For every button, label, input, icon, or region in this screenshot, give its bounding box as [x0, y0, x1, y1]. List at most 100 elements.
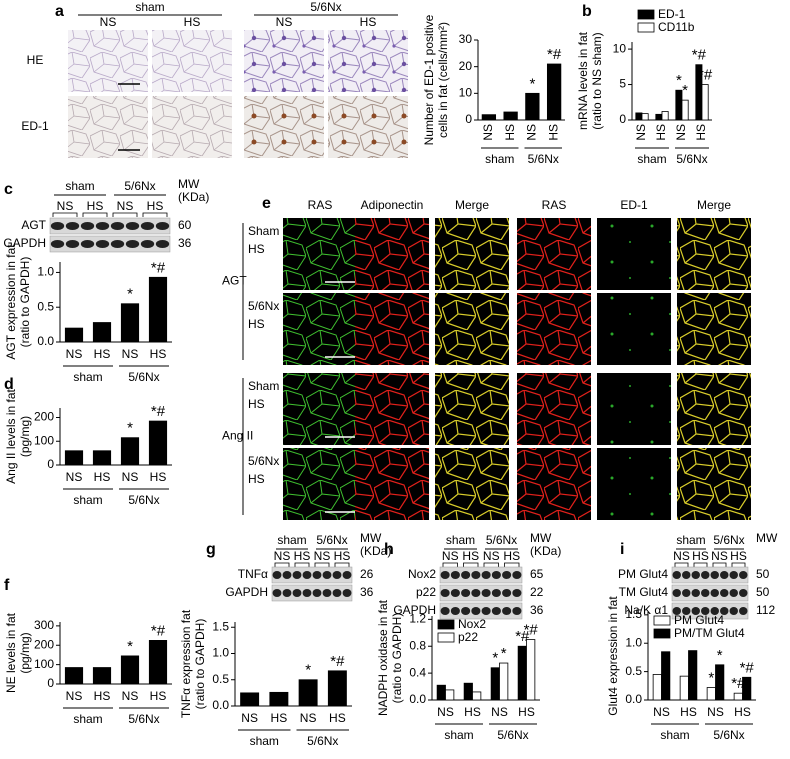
bar: [742, 676, 752, 701]
group-label: sham: [73, 370, 102, 384]
row-label: HS: [248, 242, 265, 256]
y-tick-label: 0.4: [409, 665, 426, 679]
fluorescence-image: [677, 373, 751, 445]
panel-label: d: [4, 376, 14, 393]
significance-mark: *: [529, 75, 535, 92]
y-axis-label: (pg/mg): [18, 632, 32, 673]
row-label: HS: [248, 472, 265, 486]
x-tick-label: NS: [66, 470, 83, 484]
micrograph: [152, 30, 232, 92]
mw-header: MW: [360, 531, 382, 545]
legend-label: CD11b: [658, 20, 695, 34]
blot-band: [491, 607, 501, 615]
fluorescence-image: [283, 373, 357, 445]
micrograph: [244, 30, 324, 92]
bar: [525, 92, 540, 121]
fluorescence-image: [435, 293, 509, 365]
legend-swatch: [637, 9, 655, 20]
bar: [715, 664, 725, 701]
bar: [269, 691, 289, 707]
fluorescence-image: [283, 293, 357, 365]
micrograph: [328, 96, 408, 158]
blot-band: [332, 589, 342, 597]
blot-band: [491, 589, 501, 597]
fluorescence-image: [597, 373, 671, 445]
legend-swatch: [637, 22, 655, 33]
row-label: Na/K α1: [624, 603, 668, 617]
group-label: 5/6Nx: [316, 533, 347, 547]
blot-strip: [49, 217, 171, 235]
row-label: PM Glut4: [618, 567, 668, 581]
lane-label: NS: [274, 549, 291, 563]
y-axis-label: (ratio to NS sham): [590, 32, 604, 129]
fluorescence-image: [355, 293, 429, 365]
bar: [635, 112, 643, 121]
bar: [64, 327, 84, 343]
lane-label: HS: [360, 15, 377, 29]
fluorescence-image: [677, 293, 751, 365]
blot-band: [312, 571, 322, 579]
blot-band: [450, 571, 460, 579]
y-axis-label: Ang II levels in fat: [4, 388, 18, 483]
lane-bracket: [504, 562, 520, 567]
group-label: sham: [446, 533, 475, 547]
group-label: 5/6Nx: [124, 179, 155, 193]
group-label: sham: [444, 728, 473, 742]
y-tick-label: 20: [459, 59, 473, 73]
blot-band: [691, 589, 700, 597]
blot-band: [729, 607, 738, 615]
blot-band: [322, 571, 332, 579]
y-tick-label: 0: [47, 457, 54, 471]
lane-label: NS: [57, 199, 74, 213]
panel-label: f: [4, 577, 10, 594]
fluorescence-image: [517, 218, 591, 290]
group-label: 5/6Nx: [128, 493, 159, 507]
group-label: 5/6Nx: [676, 152, 707, 166]
blot-band: [471, 571, 481, 579]
fluorescence-image: [677, 448, 751, 520]
bar: [298, 679, 318, 707]
blot-band: [155, 222, 170, 230]
group-label: sham: [485, 152, 514, 166]
blot-band: [80, 222, 95, 230]
x-tick-label: NS: [122, 347, 139, 361]
panel-label: e: [262, 195, 271, 212]
blot-band: [672, 571, 681, 579]
row-label: HS: [248, 397, 265, 411]
row-label: Sham: [248, 224, 279, 238]
blot-band: [682, 607, 691, 615]
lane-label: NS: [100, 15, 117, 29]
x-tick-label: HS: [464, 705, 481, 719]
lane-bracket: [712, 562, 727, 567]
bar: [652, 674, 662, 701]
fluorescence-image: [517, 293, 591, 365]
y-tick-label: 1.0: [37, 265, 54, 279]
x-tick-label: HS: [150, 347, 167, 361]
fluorescence-image: [597, 218, 671, 290]
legend-swatch: [653, 628, 671, 639]
fluorescence-image: [435, 373, 509, 445]
y-axis-label: NE levels in fat: [4, 612, 18, 693]
bar: [445, 689, 455, 701]
blot-band: [691, 571, 700, 579]
lane-bracket: [674, 562, 689, 567]
bar: [463, 682, 473, 701]
bar: [681, 99, 689, 121]
blot-strip: [439, 584, 523, 602]
group-label: sham: [250, 734, 279, 748]
y-tick-label: 0.0: [409, 692, 426, 706]
x-tick-label: NS: [66, 347, 83, 361]
mw-header: (KDa): [530, 544, 561, 558]
lane-label: NS: [711, 549, 728, 563]
x-tick-label: NS: [674, 124, 688, 141]
panel-label: b: [582, 3, 592, 20]
significance-mark: *#: [151, 403, 166, 420]
column-header: ED-1: [620, 198, 648, 212]
fluorescence-image: [355, 218, 429, 290]
lane-bracket: [142, 212, 168, 217]
lane-label: HS: [462, 549, 479, 563]
group-label: 5/6Nx: [128, 712, 159, 726]
blot-band: [710, 607, 719, 615]
lane-label: HS: [730, 549, 747, 563]
blot-band: [512, 571, 522, 579]
